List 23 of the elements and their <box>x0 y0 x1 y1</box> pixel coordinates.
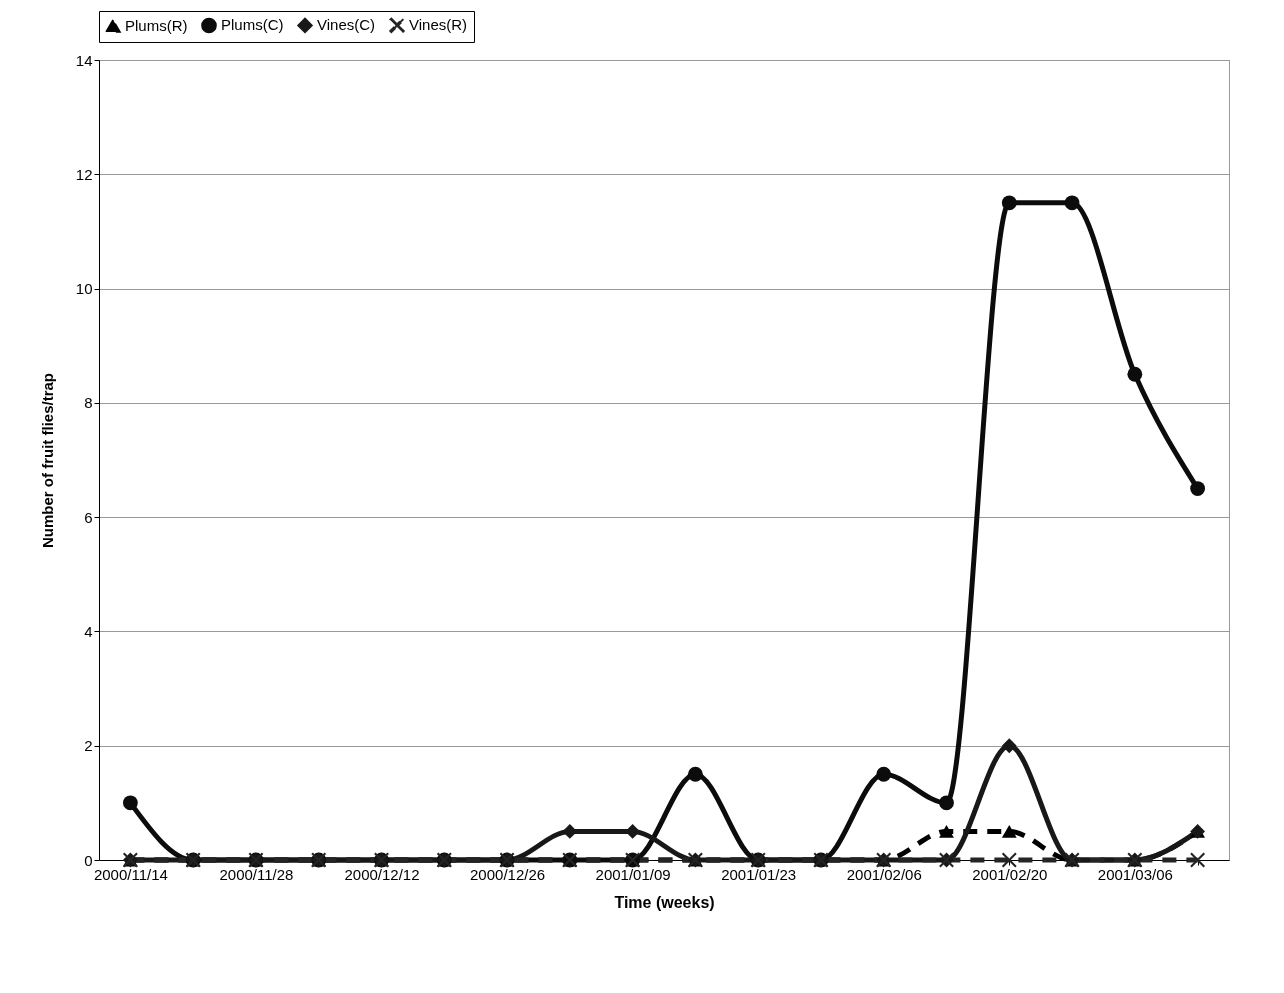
y-tick-label: 8 <box>84 394 93 412</box>
legend-label: Vines(C) <box>317 16 376 34</box>
y-tick-label: 4 <box>84 622 93 640</box>
legend-label: Vines(R) <box>409 16 468 34</box>
x-tick-label: 2000/11/14 <box>93 865 168 883</box>
x-tick-label: 2001/02/20 <box>972 865 1048 883</box>
x-tick-label: 2000/12/26 <box>470 865 546 883</box>
y-tick-label: 10 <box>75 280 93 298</box>
legend-label: Plums(C) <box>221 16 284 34</box>
x-axis-title: Time (weeks) <box>614 893 715 911</box>
y-tick-label: 6 <box>84 508 93 526</box>
x-tick-label: 2001/01/09 <box>595 865 671 883</box>
x-tick-label: 2000/11/28 <box>219 865 294 883</box>
legend-label: Plums(R) <box>125 16 188 34</box>
y-axis-title: Number of fruit flies/trap <box>38 372 56 549</box>
y-tick-label: 14 <box>75 51 93 69</box>
x-tick-label: 2001/01/23 <box>721 865 797 883</box>
y-tick-label: 0 <box>84 851 93 869</box>
x-tick-label: 2001/02/06 <box>846 865 922 883</box>
x-tick-label: 2000/12/12 <box>344 865 420 883</box>
y-tick-label: 12 <box>75 165 93 183</box>
x-tick-label: 2001/03/06 <box>1097 865 1173 883</box>
y-tick-label: 2 <box>84 737 93 755</box>
